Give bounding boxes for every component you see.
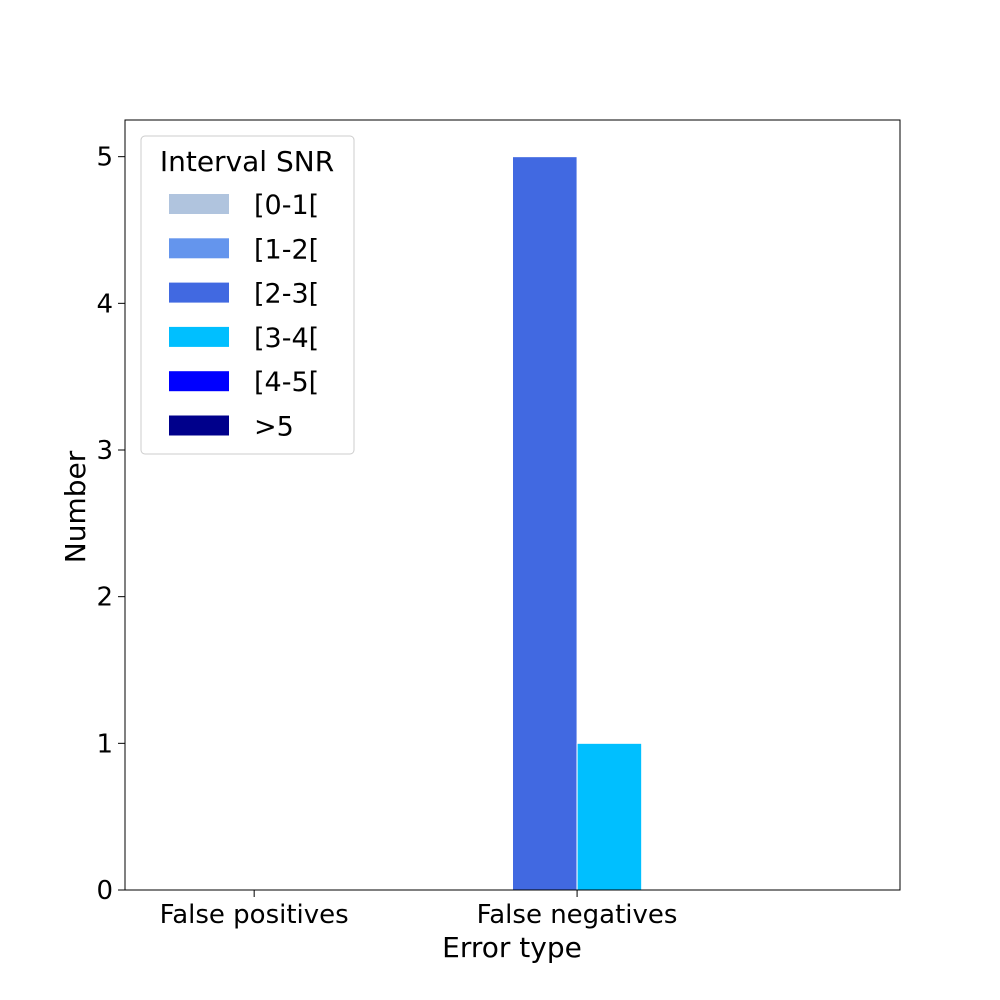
x-tick-label: False positives [160,900,349,930]
legend: Interval SNR [0-1[ [1-2[ [2-3[ [3-4[ [4-5[ >5 [140,135,355,455]
legend-label: [1-2[ [254,234,319,265]
legend-swatch [169,415,229,436]
y-tick-label: 4 [96,289,113,319]
legend-label: [4-5[ [254,367,319,398]
legend-entries: [0-1[ [1-2[ [2-3[ [3-4[ [4-5[ >5 [169,190,319,443]
legend-swatch [169,282,229,303]
y-tick-label: 0 [96,876,113,906]
bars [512,156,643,891]
legend-label: [3-4[ [254,323,319,354]
legend-label: >5 [254,412,294,443]
y-tick-label: 3 [96,436,113,466]
legend-swatch [169,194,229,214]
y-tick-label: 5 [96,143,113,173]
x-axis-ticks: False positives False negatives [160,890,678,930]
y-axis-title: Number [59,450,92,563]
bar [576,742,643,891]
legend-label: [2-3[ [254,279,319,310]
bar [512,156,578,891]
legend-swatch [169,326,229,347]
y-tick-label: 1 [96,729,113,759]
x-tick-label: False negatives [477,900,678,930]
y-tick-label: 2 [96,583,113,613]
x-axis-title: Error type [442,931,582,964]
plot-frame [124,119,901,891]
legend-label: [0-1[ [254,190,319,221]
legend-swatch [169,238,229,259]
y-axis-ticks: 0 1 2 3 4 5 [96,143,125,906]
legend-swatch [169,371,229,392]
legend-title: Interval SNR [160,145,334,178]
